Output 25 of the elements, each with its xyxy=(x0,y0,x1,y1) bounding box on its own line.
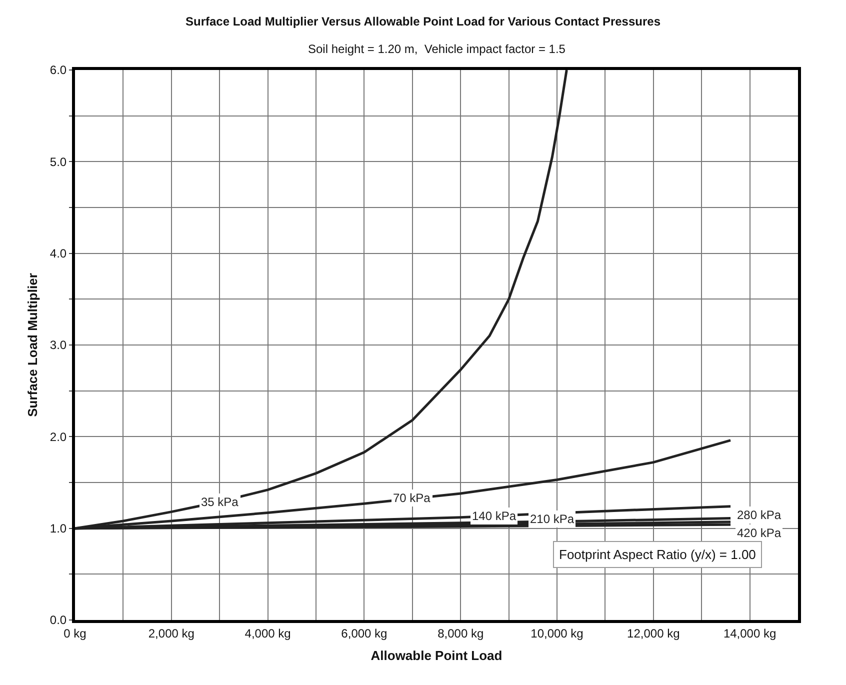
y-tick-label: 5.0 xyxy=(50,154,67,169)
y-tick-label: 3.0 xyxy=(50,338,67,352)
x-tick-label: 4,000 kg xyxy=(244,626,291,640)
annotation: 280 kPa xyxy=(737,508,782,522)
x-tick-label: 2,000 kg xyxy=(148,626,194,640)
y-tick-label: 4.0 xyxy=(50,246,67,261)
x-tick-label: 8,000 kg xyxy=(438,626,484,640)
y-tick-label: 1.0 xyxy=(50,522,67,536)
x-tick-label: 12,000 kg xyxy=(627,626,680,640)
chart-title: Surface Load Multiplier Versus Allowable Point Load for Various Contact Pressures xyxy=(185,14,661,29)
x-tick-label: 14,000 kg xyxy=(723,626,776,640)
y-tick-label: 2.0 xyxy=(50,430,67,444)
annotation: 140 kPa xyxy=(472,509,516,523)
chart-subtitle: Soil height = 1.20 m, Vehicle impact factor = 1.5 xyxy=(308,42,566,56)
y-tick-label: 0.0 xyxy=(50,613,67,628)
annotation: 70 kPa xyxy=(393,491,431,505)
x-tick-label: 6,000 kg xyxy=(341,626,388,640)
y-tick-label: 6.0 xyxy=(50,63,67,78)
x-tick-label: 0 kg xyxy=(64,626,86,640)
annotation: Footprint Aspect Ratio (y/x) = 1.00 xyxy=(559,547,756,562)
y-axis-title: Surface Load Multiplier xyxy=(24,273,40,417)
x-axis-title: Allowable Point Load xyxy=(370,648,502,663)
x-tick-label: 10,000 kg xyxy=(530,626,584,640)
annotation: 420 kPa xyxy=(737,526,782,540)
annotation: 210 kPa xyxy=(530,512,574,526)
